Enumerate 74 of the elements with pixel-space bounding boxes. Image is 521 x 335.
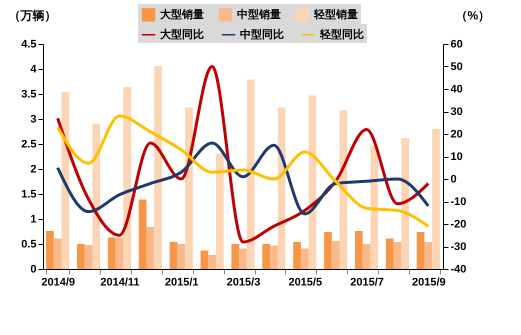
y-axis-title: （万辆） xyxy=(8,8,56,22)
bar xyxy=(278,108,286,269)
bar xyxy=(270,246,278,269)
bar xyxy=(386,238,394,269)
y-tick-label: 4.5 xyxy=(21,38,36,50)
line-series xyxy=(56,65,430,244)
bar xyxy=(401,138,410,269)
y-tick-label: 1 xyxy=(30,214,36,226)
y-tick-label: 2.5 xyxy=(21,138,36,150)
bar xyxy=(138,200,146,269)
y2-tick-label: 30 xyxy=(450,106,463,118)
y-tick-label: 0 xyxy=(30,264,36,276)
x-tick-label: 2015/9 xyxy=(412,276,446,288)
bar xyxy=(216,154,224,269)
bar xyxy=(84,245,92,269)
line-series xyxy=(56,114,430,228)
bar xyxy=(370,146,378,269)
bar xyxy=(54,238,62,269)
x-tick-label: 2015/3 xyxy=(226,276,260,288)
x-tick-label: 2015/7 xyxy=(350,276,384,288)
y2-tick-label: 60 xyxy=(450,38,463,50)
bar xyxy=(154,66,162,269)
bar xyxy=(424,242,432,269)
bar xyxy=(394,242,402,269)
x-tick-label: 2014/11 xyxy=(100,276,140,288)
bar xyxy=(362,244,370,269)
y2-tick-label: -10 xyxy=(450,196,466,208)
bar xyxy=(146,227,154,269)
legend-label: 大型销量 xyxy=(160,8,204,21)
y-tick-label: 1.5 xyxy=(21,188,36,200)
bar xyxy=(208,255,216,269)
bar xyxy=(293,242,301,269)
bar xyxy=(308,96,316,269)
legend-label: 轻型同比 xyxy=(319,28,364,41)
bar xyxy=(116,238,124,269)
bar xyxy=(62,92,70,269)
bar xyxy=(76,244,85,269)
bar xyxy=(46,231,54,269)
bar xyxy=(324,232,332,269)
bar xyxy=(231,244,240,269)
bar xyxy=(246,80,255,269)
x-tick-label: 2015/5 xyxy=(288,276,322,288)
legend-label: 轻型销量 xyxy=(313,8,358,21)
y-tick-label: 3.5 xyxy=(21,88,36,100)
line-series xyxy=(56,142,430,216)
bar xyxy=(262,244,270,269)
y-tick-label: 0.5 xyxy=(21,238,36,250)
y2-tick-label: 20 xyxy=(450,128,463,140)
y2-tick-label: 40 xyxy=(450,84,463,96)
y2-tick-label: -30 xyxy=(450,241,466,253)
bar xyxy=(200,250,208,269)
bar xyxy=(416,232,424,269)
legend-label: 大型同比 xyxy=(160,28,204,41)
x-tick-label: 2015/1 xyxy=(164,276,199,288)
legend-label: 中型同比 xyxy=(240,28,284,41)
y-tick-label: 4 xyxy=(30,64,38,76)
y2-axis-title: （%） xyxy=(456,8,490,22)
y-tick-label: 2 xyxy=(30,164,36,176)
bar xyxy=(432,129,440,269)
bar xyxy=(108,238,116,269)
bar xyxy=(239,248,247,269)
x-tick-label: 2014/9 xyxy=(41,276,75,288)
y-tick-label: 3 xyxy=(30,114,36,126)
legend-label: 中型销量 xyxy=(237,8,281,21)
bar xyxy=(354,231,363,269)
y2-tick-label: 0 xyxy=(450,174,457,186)
y2-tick-label: -40 xyxy=(450,264,466,276)
bar xyxy=(332,241,340,269)
y2-tick-label: -20 xyxy=(450,218,466,230)
bar xyxy=(177,244,186,269)
y2-tick-label: 50 xyxy=(450,61,463,73)
bar xyxy=(170,242,178,269)
y2-tick-label: 10 xyxy=(450,151,463,163)
bar xyxy=(300,248,309,269)
